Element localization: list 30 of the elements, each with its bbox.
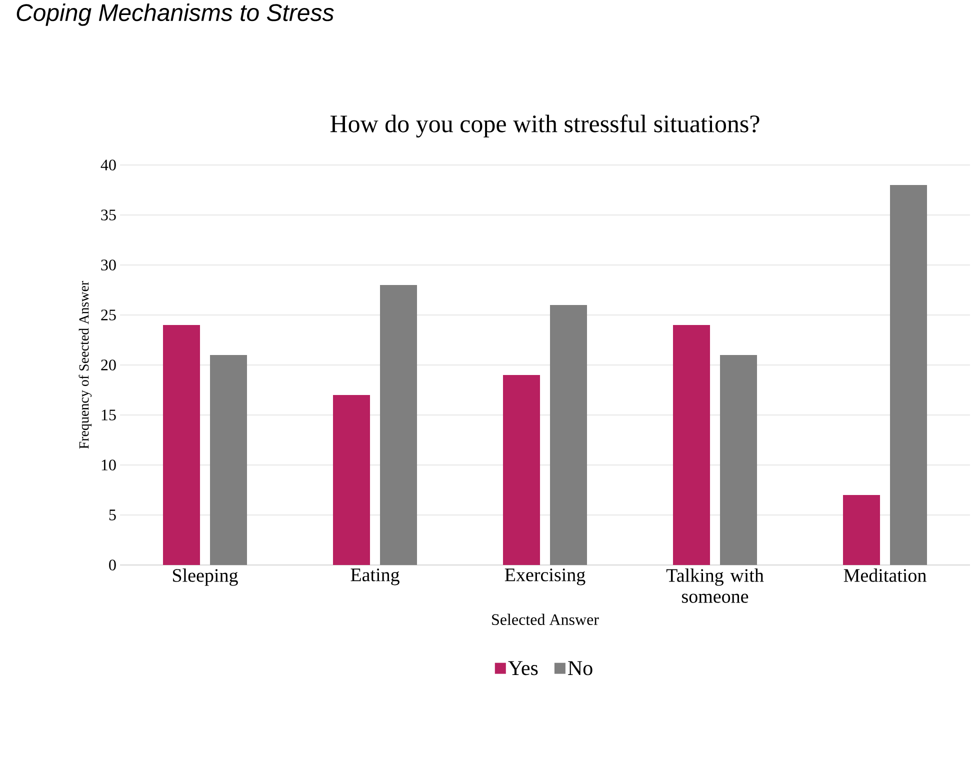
bar [843, 495, 880, 565]
y-axis-title: Frequency of Seected Answer [78, 280, 92, 449]
text: Coping Mechanisms to Stress [16, 4, 334, 26]
y-tick-label: 5 [109, 510, 116, 520]
y-tick-label: 40 [100, 160, 116, 170]
bar [673, 325, 710, 565]
bar [720, 355, 758, 565]
x-tick-label: Meditation [844, 568, 926, 582]
bar [333, 395, 370, 565]
x-tick-label: Eating [350, 568, 400, 586]
bar [210, 355, 247, 565]
chart-title: How do you cope with stressful situations? [330, 114, 760, 138]
bar [380, 284, 418, 565]
bar [503, 374, 540, 565]
x-tick-label: Talking with someone [666, 568, 764, 603]
y-tick-label: 15 [102, 410, 116, 420]
y-tick-label: 20 [101, 360, 116, 370]
legend-label: No [568, 661, 592, 676]
y-tick-label: 10 [102, 460, 116, 470]
legend-label: Yes [508, 661, 538, 676]
bar [890, 185, 928, 565]
x-tick-label: Sleeping [173, 568, 238, 586]
y-tick-label: 35 [101, 210, 116, 220]
x-tick-label: Exercising [504, 568, 586, 586]
x-axis-title: Selected Answer [492, 614, 599, 626]
y-tick-label: 30 [101, 260, 116, 270]
y-tick-label: 25 [101, 310, 116, 320]
bar [163, 325, 200, 565]
bar [550, 305, 588, 565]
y-tick-label: 0 [109, 560, 116, 570]
